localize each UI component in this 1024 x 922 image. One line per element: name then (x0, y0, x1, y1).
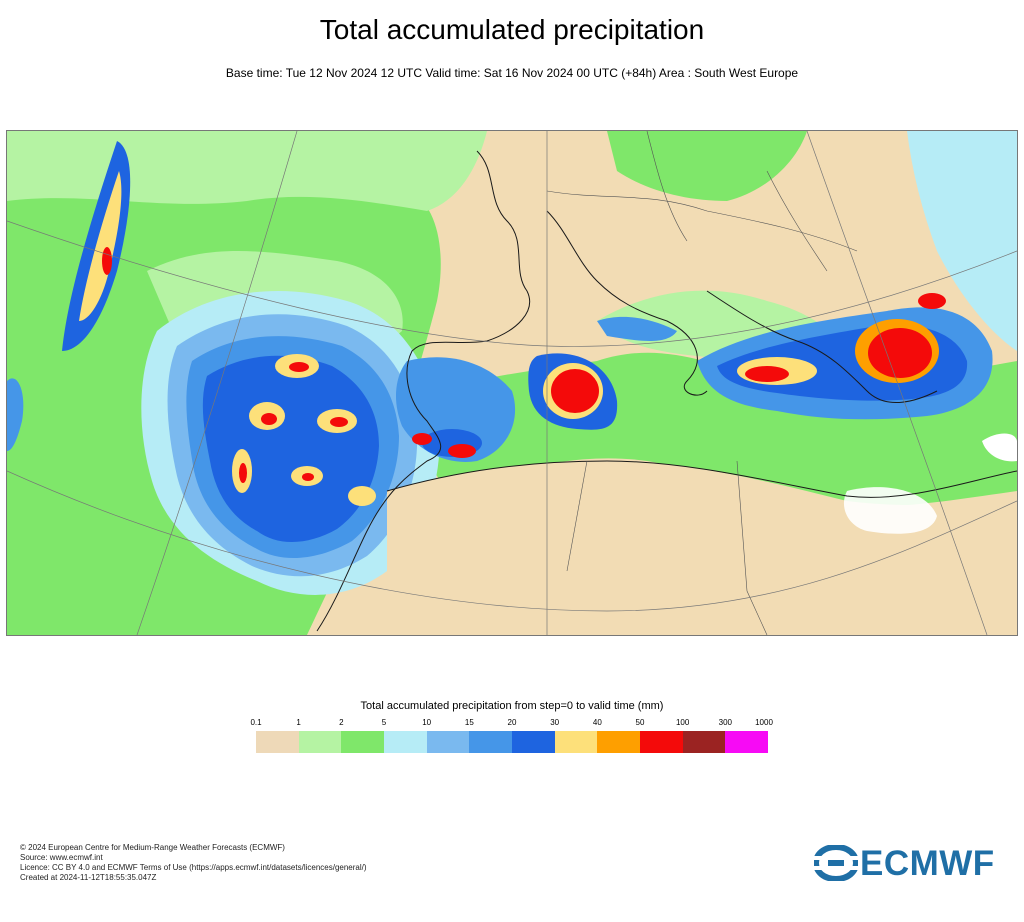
legend-tick: 1 (296, 718, 301, 727)
legend-swatch (426, 731, 470, 753)
graticule (7, 131, 1017, 635)
legend-swatch (341, 731, 385, 753)
coastlines (316, 150, 1017, 632)
sardinia-red (551, 369, 599, 413)
ecmwf-logo-mark-icon (812, 844, 860, 882)
precipitation-map (6, 130, 1018, 636)
legend-swatch (597, 731, 641, 753)
legend-colorbar (256, 731, 769, 753)
balearic-red-2 (412, 433, 432, 445)
legend-swatch (384, 731, 427, 753)
west-system-dark (202, 355, 379, 543)
west-red-cells (239, 362, 348, 483)
legend-tick: 40 (592, 718, 602, 727)
tyrrhenian-band (597, 316, 677, 341)
legend-tick: 20 (507, 718, 517, 727)
legend-swatch (298, 731, 342, 753)
legend-tick: 10 (422, 718, 432, 727)
legend-swatch (256, 731, 299, 753)
east-light-blue (907, 131, 1017, 351)
legend-swatch (640, 731, 683, 753)
legend-tick: 5 (381, 718, 387, 727)
balearic-red (448, 444, 476, 458)
legend-tick: 1000 (755, 718, 773, 727)
ecmwf-logo-text: ECMWF (860, 844, 995, 883)
libya-dry-patch (843, 487, 937, 534)
legend-tick: 2 (339, 718, 344, 727)
legend-tick: 15 (464, 718, 474, 727)
footer-line: Created at 2024-11-12T18:55:35.047Z (20, 873, 157, 882)
chart-title: Total accumulated precipitation (319, 14, 705, 45)
frontal-band-red (102, 247, 112, 275)
footer-line: Licence: CC BY 4.0 and ECMWF Terms of Us… (20, 863, 367, 872)
legend-tick: 100 (675, 718, 690, 727)
footer-credits: © 2024 European Centre for Medium-Range … (20, 843, 367, 883)
frontal-band-core (79, 171, 122, 321)
legend-tick: 50 (635, 718, 645, 727)
legend-tick: 30 (550, 718, 560, 727)
legend-swatch (512, 731, 555, 753)
north-greece-red (918, 293, 946, 309)
legend-ticks: 0.1 1 2 5 10 15 20 30 40 50 100 300 1000 (250, 718, 772, 728)
north-europe-green (607, 131, 807, 201)
ionian-red (745, 366, 789, 382)
legend-title: Total accumulated precipitation from ste… (360, 700, 664, 712)
far-west-band (7, 378, 24, 451)
west-heavy-cells (232, 354, 376, 506)
greece-red (868, 328, 932, 378)
east-dry-patch (982, 433, 1017, 462)
legend-tick: 300 (718, 718, 733, 727)
ecmwf-logo: ECMWF (812, 844, 1014, 885)
footer-line: Source: www.ecmwf.int (20, 853, 103, 862)
borders (546, 131, 858, 635)
legend-swatch (725, 731, 769, 753)
legend-tick: 0.1 (250, 718, 262, 727)
legend-swatch (682, 731, 726, 753)
chart-subtitle: Base time: Tue 12 Nov 2024 12 UTC Valid … (225, 66, 799, 80)
footer-line: © 2024 European Centre for Medium-Range … (20, 843, 285, 852)
legend-swatch (554, 731, 598, 753)
legend-swatch (469, 731, 513, 753)
